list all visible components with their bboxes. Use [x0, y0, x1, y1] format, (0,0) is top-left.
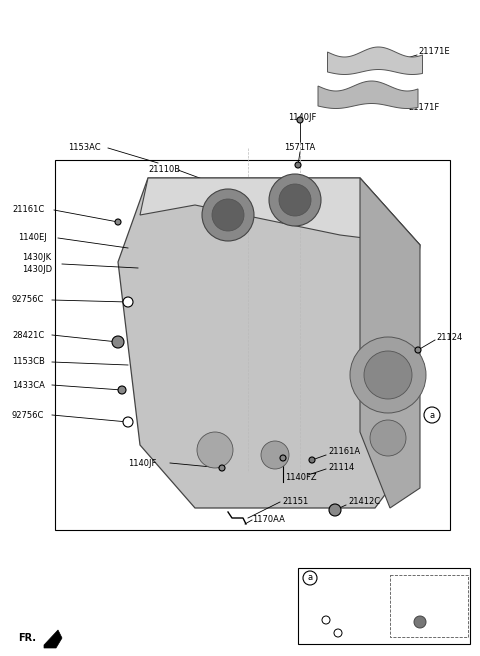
Bar	[55, 160, 450, 530]
Circle shape	[424, 407, 440, 423]
Text: 1433CA: 1433CA	[12, 380, 45, 390]
Circle shape	[115, 219, 121, 225]
Circle shape	[415, 347, 421, 353]
Text: a: a	[307, 573, 312, 583]
Text: 1153AC: 1153AC	[68, 144, 101, 152]
Text: 21314A: 21314A	[396, 602, 428, 611]
Circle shape	[303, 571, 317, 585]
Circle shape	[212, 199, 244, 231]
Text: 92756C: 92756C	[12, 411, 44, 419]
Circle shape	[280, 455, 286, 461]
Text: 1140JF: 1140JF	[128, 459, 156, 468]
Text: 21171E: 21171E	[418, 47, 450, 56]
Text: 21110B: 21110B	[148, 165, 180, 174]
Text: 21171F: 21171F	[408, 104, 439, 112]
Circle shape	[202, 189, 254, 241]
Circle shape	[364, 351, 412, 399]
Circle shape	[118, 386, 126, 394]
Circle shape	[123, 417, 133, 427]
Text: 1153CB: 1153CB	[12, 358, 45, 367]
Polygon shape	[118, 178, 420, 508]
Circle shape	[370, 420, 406, 456]
Circle shape	[112, 336, 124, 348]
Text: (ALT.): (ALT.)	[396, 586, 419, 596]
Circle shape	[197, 432, 233, 468]
Bar	[298, 568, 470, 644]
Text: 1751GI: 1751GI	[326, 602, 356, 611]
Text: a: a	[430, 411, 434, 419]
Circle shape	[309, 457, 315, 463]
Text: 1571TA: 1571TA	[284, 144, 315, 152]
Text: 21161C: 21161C	[12, 205, 44, 215]
Circle shape	[322, 616, 330, 624]
Text: 1140EJ: 1140EJ	[18, 234, 47, 243]
Circle shape	[261, 441, 289, 469]
Polygon shape	[318, 81, 418, 108]
Text: 21161A: 21161A	[328, 447, 360, 457]
Polygon shape	[327, 47, 422, 75]
Polygon shape	[44, 630, 62, 648]
Text: 21151: 21151	[282, 497, 308, 506]
Text: 21133: 21133	[318, 586, 345, 596]
Text: 28421C: 28421C	[12, 331, 44, 340]
Circle shape	[269, 174, 321, 226]
Text: 1140FZ: 1140FZ	[285, 474, 317, 483]
Text: 1430JD: 1430JD	[22, 266, 52, 274]
Circle shape	[350, 337, 426, 413]
Circle shape	[123, 297, 133, 307]
Text: 92756C: 92756C	[12, 295, 44, 304]
Circle shape	[295, 162, 301, 168]
Text: 1430JK: 1430JK	[22, 253, 51, 262]
Circle shape	[219, 465, 225, 471]
Text: 21412C: 21412C	[348, 497, 380, 506]
Text: 1140JF: 1140JF	[288, 113, 316, 123]
Text: 21114: 21114	[328, 462, 354, 472]
Circle shape	[329, 504, 341, 516]
Polygon shape	[140, 178, 420, 245]
Polygon shape	[360, 178, 420, 508]
Text: 21124: 21124	[436, 333, 462, 342]
Text: FR.: FR.	[18, 633, 36, 643]
Circle shape	[297, 117, 303, 123]
Bar	[390, 575, 468, 637]
Circle shape	[414, 616, 426, 628]
Circle shape	[279, 184, 311, 216]
Text: 1170AA: 1170AA	[252, 516, 285, 525]
Circle shape	[334, 629, 342, 637]
